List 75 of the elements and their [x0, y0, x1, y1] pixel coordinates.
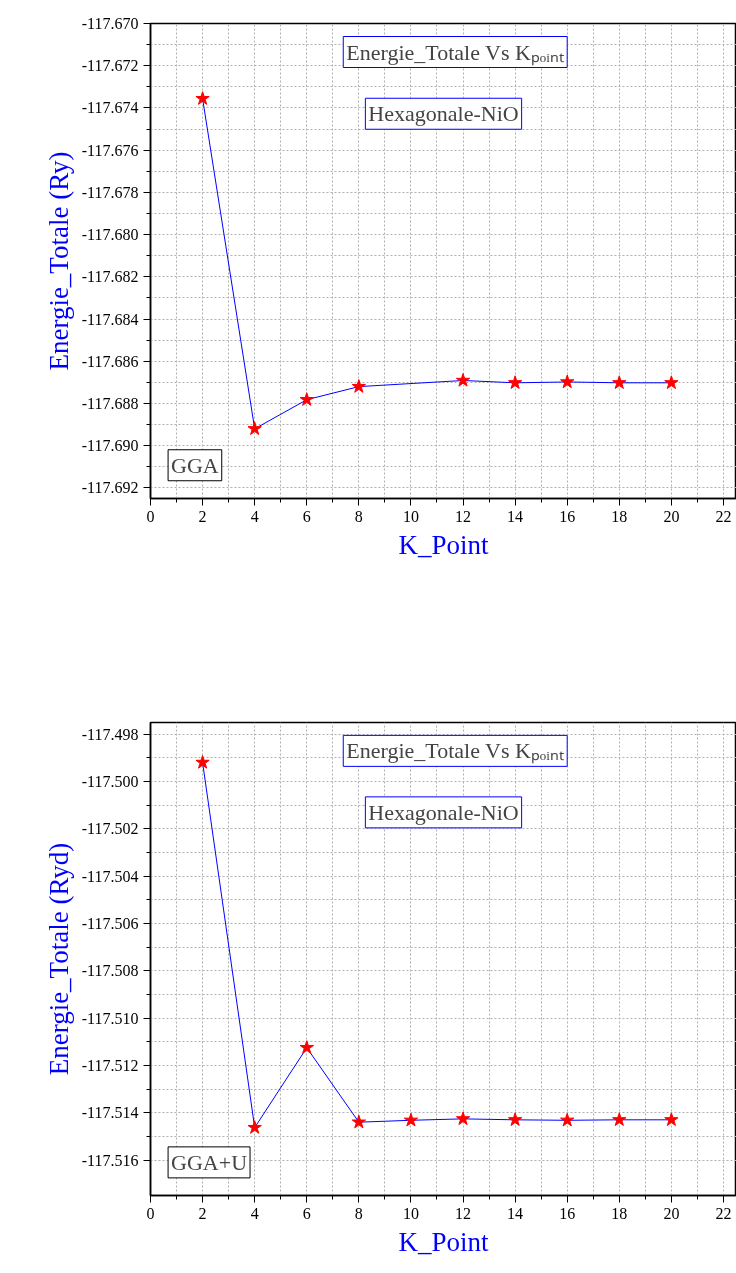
- y-tick-label: -117.508: [81, 962, 139, 980]
- y-tick-label: -117.672: [81, 57, 139, 75]
- x-tick-label: 2: [198, 1204, 207, 1222]
- y-tick-label: -117.504: [81, 867, 139, 885]
- y-tick-label: -117.692: [81, 479, 139, 497]
- y-tick-label: -117.502: [81, 820, 139, 838]
- y-tick-label: -117.682: [81, 268, 139, 286]
- x-tick-label: 0: [146, 1204, 155, 1222]
- y-tick-label: -117.680: [81, 226, 139, 244]
- annotation: GGA: [171, 452, 219, 478]
- x-tick-label: 4: [250, 1204, 259, 1222]
- x-tick-label: 12: [455, 1204, 472, 1222]
- x-tick-label: 12: [455, 507, 472, 525]
- point: [299, 1040, 314, 1054]
- point: [560, 374, 575, 389]
- point: [455, 372, 471, 387]
- x-tick-label: 18: [611, 1204, 628, 1222]
- x-tick-label: 4: [250, 507, 259, 525]
- y-tick-label: -117.674: [81, 99, 139, 117]
- y-axis-title: Energie_Totale (Ry): [43, 151, 74, 371]
- x-tick-label: 16: [559, 507, 576, 525]
- y-tick-label: -117.676: [81, 141, 139, 159]
- point: [664, 375, 679, 389]
- point: [507, 1112, 523, 1126]
- annotation: Hexagonale-NiO: [368, 799, 519, 825]
- point: [247, 1120, 262, 1134]
- point: [299, 392, 314, 406]
- point: [507, 375, 523, 389]
- point: [664, 1112, 679, 1126]
- annotation: Hexagonale-NiO: [368, 101, 519, 127]
- point: [351, 379, 367, 393]
- y-tick-label: -117.512: [81, 1056, 139, 1074]
- x-tick-label: 22: [715, 507, 732, 525]
- y-tick-label: -117.688: [81, 395, 139, 412]
- point: [612, 1112, 627, 1126]
- x-tick-label: 10: [402, 507, 419, 525]
- x-tick-label: 14: [507, 507, 524, 525]
- y-tick-label: -117.516: [81, 1151, 139, 1169]
- x-tick-label: 20: [663, 1204, 680, 1222]
- y-tick-label: -117.498: [81, 725, 139, 743]
- x-tick-label: 8: [354, 507, 363, 525]
- x-tick-label: 2: [198, 507, 207, 525]
- y-tick-label: -117.506: [81, 915, 139, 933]
- y-tick-label: -117.500: [81, 773, 139, 791]
- annotation: GGA+U: [171, 1149, 248, 1175]
- annotation: Energie_Totale Vs Kₚₒᵢₙₜ: [346, 39, 564, 66]
- x-tick-label: 6: [302, 1204, 311, 1222]
- point: [612, 375, 627, 389]
- x-tick-label: 14: [507, 1204, 524, 1222]
- y-tick-label: -117.690: [81, 437, 139, 455]
- y-tick-label: -117.670: [81, 15, 139, 32]
- x-tick-label: 10: [402, 1204, 419, 1222]
- y-tick-label: -117.510: [81, 1009, 139, 1027]
- x-tick-label: 20: [663, 507, 680, 525]
- y-tick-label: -117.514: [81, 1104, 139, 1122]
- x-tick-label: 18: [611, 507, 628, 525]
- point: [195, 91, 210, 105]
- x-tick-label: 6: [302, 507, 311, 525]
- point: [560, 1112, 575, 1127]
- x-tick-label: 16: [559, 1204, 576, 1222]
- y-tick-label: -117.684: [81, 310, 139, 328]
- point: [403, 1112, 419, 1127]
- point: [351, 1114, 367, 1129]
- x-tick-label: 22: [715, 1204, 732, 1222]
- point: [455, 1111, 471, 1126]
- point: [195, 754, 210, 769]
- x-tick-label: 8: [354, 1204, 363, 1222]
- annotation: Energie_Totale Vs Kₚₒᵢₙₜ: [346, 738, 564, 765]
- x-axis-title: K_Point: [398, 529, 490, 560]
- y-axis-title: Energie_Totale (Ryd): [43, 842, 74, 1076]
- point: [247, 421, 262, 435]
- x-axis-title: K_Point: [398, 1226, 490, 1257]
- y-tick-label: -117.686: [81, 352, 139, 370]
- x-tick-label: 0: [146, 507, 155, 525]
- y-tick-label: -117.678: [81, 183, 139, 201]
